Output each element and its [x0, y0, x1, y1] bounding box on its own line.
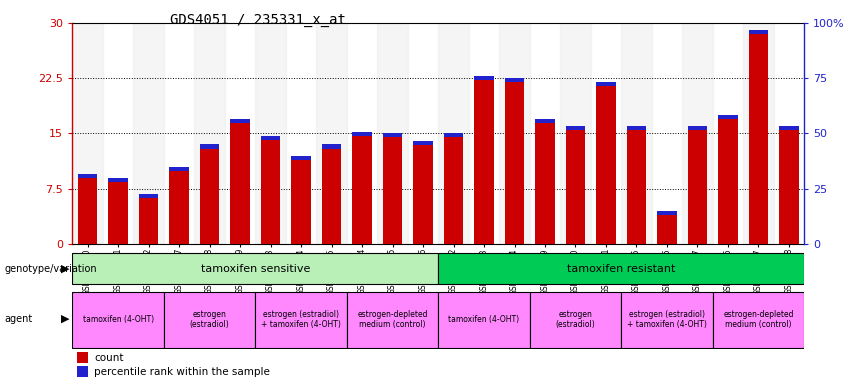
- Bar: [255, 292, 347, 348]
- Bar: [443, 134, 464, 137]
- Bar: [72, 253, 438, 284]
- Bar: [566, 126, 585, 130]
- Bar: [505, 78, 524, 244]
- Bar: [291, 156, 311, 160]
- Bar: [560, 23, 591, 244]
- Bar: [718, 115, 738, 244]
- Bar: [77, 174, 98, 178]
- Text: percentile rank within the sample: percentile rank within the sample: [94, 367, 271, 377]
- Bar: [322, 144, 341, 244]
- Bar: [657, 211, 677, 244]
- Text: estrogen
(estradiol): estrogen (estradiol): [556, 310, 596, 329]
- Text: tamoxifen (4-OHT): tamoxifen (4-OHT): [448, 315, 520, 324]
- Bar: [438, 253, 804, 284]
- Bar: [529, 292, 621, 348]
- Text: ▶: ▶: [61, 264, 70, 274]
- Bar: [535, 119, 555, 244]
- Bar: [169, 167, 189, 170]
- Bar: [200, 144, 220, 244]
- Bar: [535, 119, 555, 123]
- Bar: [169, 167, 189, 244]
- Bar: [779, 126, 799, 244]
- Bar: [505, 78, 524, 82]
- Bar: [72, 23, 103, 244]
- Bar: [347, 292, 438, 348]
- Bar: [352, 132, 372, 244]
- Bar: [255, 23, 286, 244]
- Bar: [718, 115, 738, 119]
- Bar: [438, 23, 469, 244]
- Bar: [779, 126, 799, 130]
- Bar: [194, 23, 225, 244]
- Text: tamoxifen (4-OHT): tamoxifen (4-OHT): [83, 315, 154, 324]
- Bar: [474, 76, 494, 80]
- Bar: [743, 23, 774, 244]
- Bar: [230, 119, 250, 123]
- Bar: [139, 194, 158, 244]
- Text: genotype/variation: genotype/variation: [4, 264, 97, 274]
- Text: tamoxifen sensitive: tamoxifen sensitive: [201, 264, 310, 274]
- Bar: [500, 23, 529, 244]
- Bar: [139, 194, 158, 198]
- Bar: [291, 156, 311, 244]
- Text: ▶: ▶: [61, 314, 70, 324]
- Bar: [72, 292, 163, 348]
- Bar: [377, 23, 408, 244]
- Bar: [474, 76, 494, 244]
- Bar: [413, 141, 433, 244]
- Bar: [596, 82, 616, 86]
- Bar: [683, 23, 712, 244]
- Bar: [712, 292, 804, 348]
- Bar: [688, 126, 707, 130]
- Bar: [621, 292, 712, 348]
- Text: estrogen-depleted
medium (control): estrogen-depleted medium (control): [723, 310, 794, 329]
- Bar: [383, 134, 403, 244]
- Text: GDS4051 / 235331_x_at: GDS4051 / 235331_x_at: [170, 13, 346, 27]
- Bar: [657, 211, 677, 215]
- Bar: [163, 292, 255, 348]
- Text: estrogen (estradiol)
+ tamoxifen (4-OHT): estrogen (estradiol) + tamoxifen (4-OHT): [261, 310, 341, 329]
- Bar: [596, 82, 616, 244]
- Bar: [626, 126, 647, 244]
- Text: tamoxifen resistant: tamoxifen resistant: [567, 264, 676, 274]
- Bar: [77, 174, 98, 244]
- Bar: [108, 178, 128, 182]
- Bar: [322, 144, 341, 149]
- Bar: [438, 292, 529, 348]
- Bar: [352, 132, 372, 136]
- Bar: [108, 178, 128, 244]
- Bar: [626, 126, 647, 130]
- Text: estrogen
(estradiol): estrogen (estradiol): [190, 310, 230, 329]
- Text: estrogen-depleted
medium (control): estrogen-depleted medium (control): [357, 310, 428, 329]
- Bar: [200, 144, 220, 149]
- Text: agent: agent: [4, 314, 32, 324]
- Bar: [749, 30, 768, 35]
- Bar: [383, 134, 403, 137]
- Bar: [443, 134, 464, 244]
- Text: count: count: [94, 353, 124, 362]
- Bar: [413, 141, 433, 145]
- Bar: [566, 126, 585, 244]
- Bar: [230, 119, 250, 244]
- Bar: [621, 23, 652, 244]
- Bar: [134, 23, 163, 244]
- Bar: [317, 23, 347, 244]
- Bar: [688, 126, 707, 244]
- Text: estrogen (estradiol)
+ tamoxifen (4-OHT): estrogen (estradiol) + tamoxifen (4-OHT): [627, 310, 707, 329]
- Bar: [260, 136, 281, 244]
- Bar: [749, 30, 768, 244]
- Bar: [260, 136, 281, 140]
